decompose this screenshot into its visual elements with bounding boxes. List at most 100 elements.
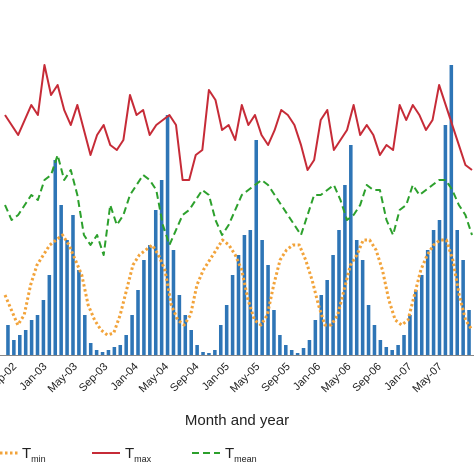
bar <box>112 347 117 355</box>
bar <box>254 140 259 355</box>
bar <box>260 240 264 355</box>
bar <box>177 295 182 355</box>
x-tick-label: May-07 <box>410 361 444 395</box>
bar <box>449 65 454 355</box>
bar <box>6 325 10 355</box>
bar <box>372 325 377 355</box>
bar <box>47 275 52 355</box>
bar <box>366 305 371 355</box>
bar <box>455 230 459 355</box>
bar <box>59 205 63 355</box>
x-tick-label: Sep-05 <box>259 361 293 395</box>
bar <box>53 160 58 355</box>
bar <box>165 115 170 355</box>
x-tick-label: Sep-04 <box>168 361 202 395</box>
legend-label-max: Tmax <box>125 445 152 464</box>
bar <box>284 345 288 355</box>
x-tick-label: Sep-02 <box>0 361 19 395</box>
bar <box>443 125 448 355</box>
bar <box>331 255 335 355</box>
bar <box>278 335 282 355</box>
bar <box>83 315 87 355</box>
bar <box>414 290 418 355</box>
bar <box>142 260 146 355</box>
bar <box>224 305 229 355</box>
bar <box>88 343 93 355</box>
x-tick-label: Sep-06 <box>350 361 384 395</box>
bar <box>408 315 412 355</box>
series-line-max <box>4 64 473 181</box>
x-tick-label: Jan-05 <box>200 361 232 393</box>
bar <box>349 145 353 355</box>
bar <box>23 330 28 355</box>
bar <box>437 220 442 355</box>
bar <box>130 315 134 355</box>
legend-label-min: Tmin <box>22 445 46 464</box>
bar <box>213 350 217 355</box>
bar <box>183 315 188 355</box>
bar <box>171 250 176 355</box>
bar <box>159 180 164 355</box>
bar-series <box>6 65 471 355</box>
bar <box>195 345 199 355</box>
bar <box>266 265 270 355</box>
bar <box>242 235 247 355</box>
bar <box>29 320 34 355</box>
bar <box>12 340 16 355</box>
legend: Tmin Tmax Tmean <box>0 445 257 464</box>
bar <box>295 353 300 355</box>
bar <box>236 255 241 355</box>
bar <box>272 310 276 355</box>
bar <box>207 353 211 355</box>
bar <box>378 340 383 355</box>
bar <box>118 345 123 355</box>
bar <box>313 320 318 355</box>
bar <box>41 300 46 355</box>
bar <box>301 348 306 355</box>
bar <box>94 350 99 355</box>
bar <box>289 350 294 355</box>
bar <box>343 185 347 355</box>
x-tick-label: Jan-04 <box>109 361 141 393</box>
bar <box>136 290 140 355</box>
x-tick-label: Jan-07 <box>382 361 414 393</box>
bar <box>189 330 193 355</box>
series-line-mean <box>4 154 473 256</box>
bar <box>337 230 341 355</box>
bar <box>431 230 436 355</box>
bar <box>124 335 128 355</box>
x-axis-title: Month and year <box>185 412 289 429</box>
x-tick-label: Jan-03 <box>17 361 49 393</box>
bar <box>201 352 205 355</box>
bar <box>248 230 253 355</box>
bar <box>218 325 223 355</box>
bar <box>360 260 365 355</box>
line-series-group <box>3 64 474 337</box>
bar <box>71 215 75 355</box>
bar <box>148 245 152 355</box>
x-tick-label: Sep-03 <box>77 361 111 395</box>
bar <box>153 210 158 355</box>
x-tick-labels: Sep-02Jan-03May-03Sep-03Jan-04May-04Sep-… <box>0 361 445 395</box>
bar <box>390 350 394 355</box>
x-tick-label: May-06 <box>319 361 353 395</box>
bar <box>106 350 111 355</box>
bar <box>307 340 312 355</box>
bar <box>319 295 324 355</box>
bar <box>65 240 69 355</box>
bar <box>35 315 40 355</box>
x-tick-label: May-04 <box>137 361 171 395</box>
x-tick-label: May-03 <box>46 361 80 395</box>
bar <box>419 275 424 355</box>
x-tick-label: May-05 <box>228 361 262 395</box>
bar <box>354 240 359 355</box>
bar <box>425 250 430 355</box>
bar <box>230 275 235 355</box>
bar <box>384 347 389 355</box>
x-tick-label: Jan-06 <box>291 361 323 393</box>
bar <box>18 335 22 355</box>
bar <box>325 280 329 355</box>
legend-label-mean: Tmean <box>225 445 257 464</box>
bar <box>461 260 465 355</box>
